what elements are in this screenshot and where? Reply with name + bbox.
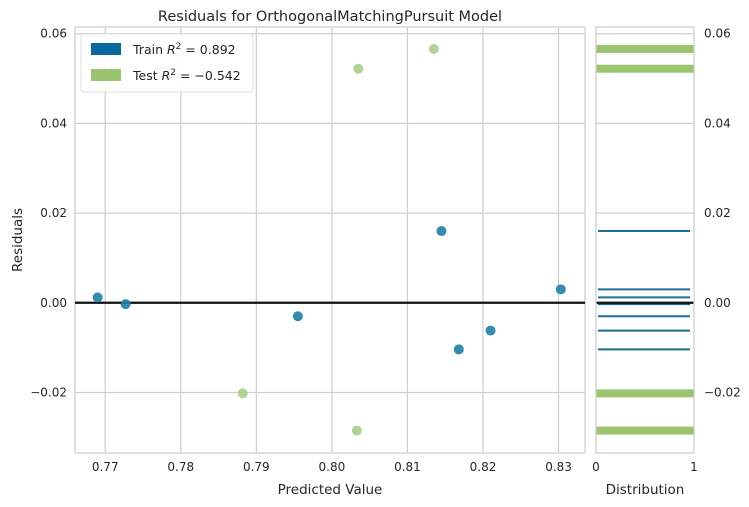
distribution-y-tick-label: 0.06 xyxy=(704,27,731,41)
y-tick-label: 0.02 xyxy=(40,206,67,220)
legend-box xyxy=(80,33,254,93)
x-tick-label: 0.77 xyxy=(92,460,119,474)
distribution-x-tick-label: 1 xyxy=(690,460,698,474)
train-point xyxy=(453,344,464,355)
distribution-test-bar xyxy=(596,64,694,73)
y-tick-label: 0.06 xyxy=(40,27,67,41)
x-tick-label: 0.78 xyxy=(167,460,194,474)
distribution-plot-area: −0.02 0.00 0.02 0.04 0.06 0 1 xyxy=(592,26,741,474)
x-axis-label: Predicted Value xyxy=(278,482,383,498)
distribution-frame xyxy=(595,26,695,454)
x-tick-label: 0.80 xyxy=(319,460,346,474)
legend-swatch-test xyxy=(91,69,121,81)
distribution-background xyxy=(596,27,694,453)
main-plot-background xyxy=(75,27,585,453)
legend: Train R2 = 0.892 Test R2 = −0.542 xyxy=(80,33,254,93)
train-point xyxy=(120,299,131,310)
distribution-test-bar xyxy=(596,426,694,435)
distribution-x-label: Distribution xyxy=(606,482,685,498)
distribution-x-tick-label: 0 xyxy=(592,460,600,474)
train-point xyxy=(292,311,303,322)
test-point xyxy=(428,43,439,54)
main-plot-frame xyxy=(74,26,586,454)
test-point xyxy=(237,388,248,399)
y-tick-label: 0.00 xyxy=(40,296,67,310)
chart-title: Residuals for OrthogonalMatchingPursuit … xyxy=(158,9,502,25)
distribution-y-tick-label: 0.00 xyxy=(704,296,731,310)
distribution-y-tick-label: 0.04 xyxy=(704,116,731,130)
main-plot-area: 0.77 0.78 0.79 0.80 0.81 0.82 0.83 −0.02 0.00 0.0… xyxy=(30,26,586,474)
legend-label-train: Train R2 = 0.892 xyxy=(132,42,236,57)
x-tick-label: 0.81 xyxy=(394,460,421,474)
y-axis-label: Residuals xyxy=(10,208,26,272)
distribution-test-bar xyxy=(596,389,694,398)
test-point xyxy=(353,63,364,74)
y-tick-label: −0.02 xyxy=(30,385,67,399)
legend-label-test: Test R2 = −0.542 xyxy=(132,68,241,83)
test-point xyxy=(351,425,362,436)
train-point xyxy=(555,284,566,295)
x-tick-label: 0.83 xyxy=(545,460,572,474)
x-tick-label: 0.82 xyxy=(470,460,497,474)
series-train xyxy=(92,226,566,355)
train-point xyxy=(436,226,447,237)
x-tick-label: 0.79 xyxy=(243,460,270,474)
y-tick-label: 0.04 xyxy=(40,116,67,130)
train-point xyxy=(92,292,103,303)
series-test xyxy=(237,43,439,436)
distribution-test-bar xyxy=(596,44,694,53)
distribution-y-tick-label: 0.02 xyxy=(704,206,731,220)
train-point xyxy=(485,325,496,336)
legend-swatch-train xyxy=(91,43,121,55)
distribution-y-tick-label: −0.02 xyxy=(704,385,741,399)
